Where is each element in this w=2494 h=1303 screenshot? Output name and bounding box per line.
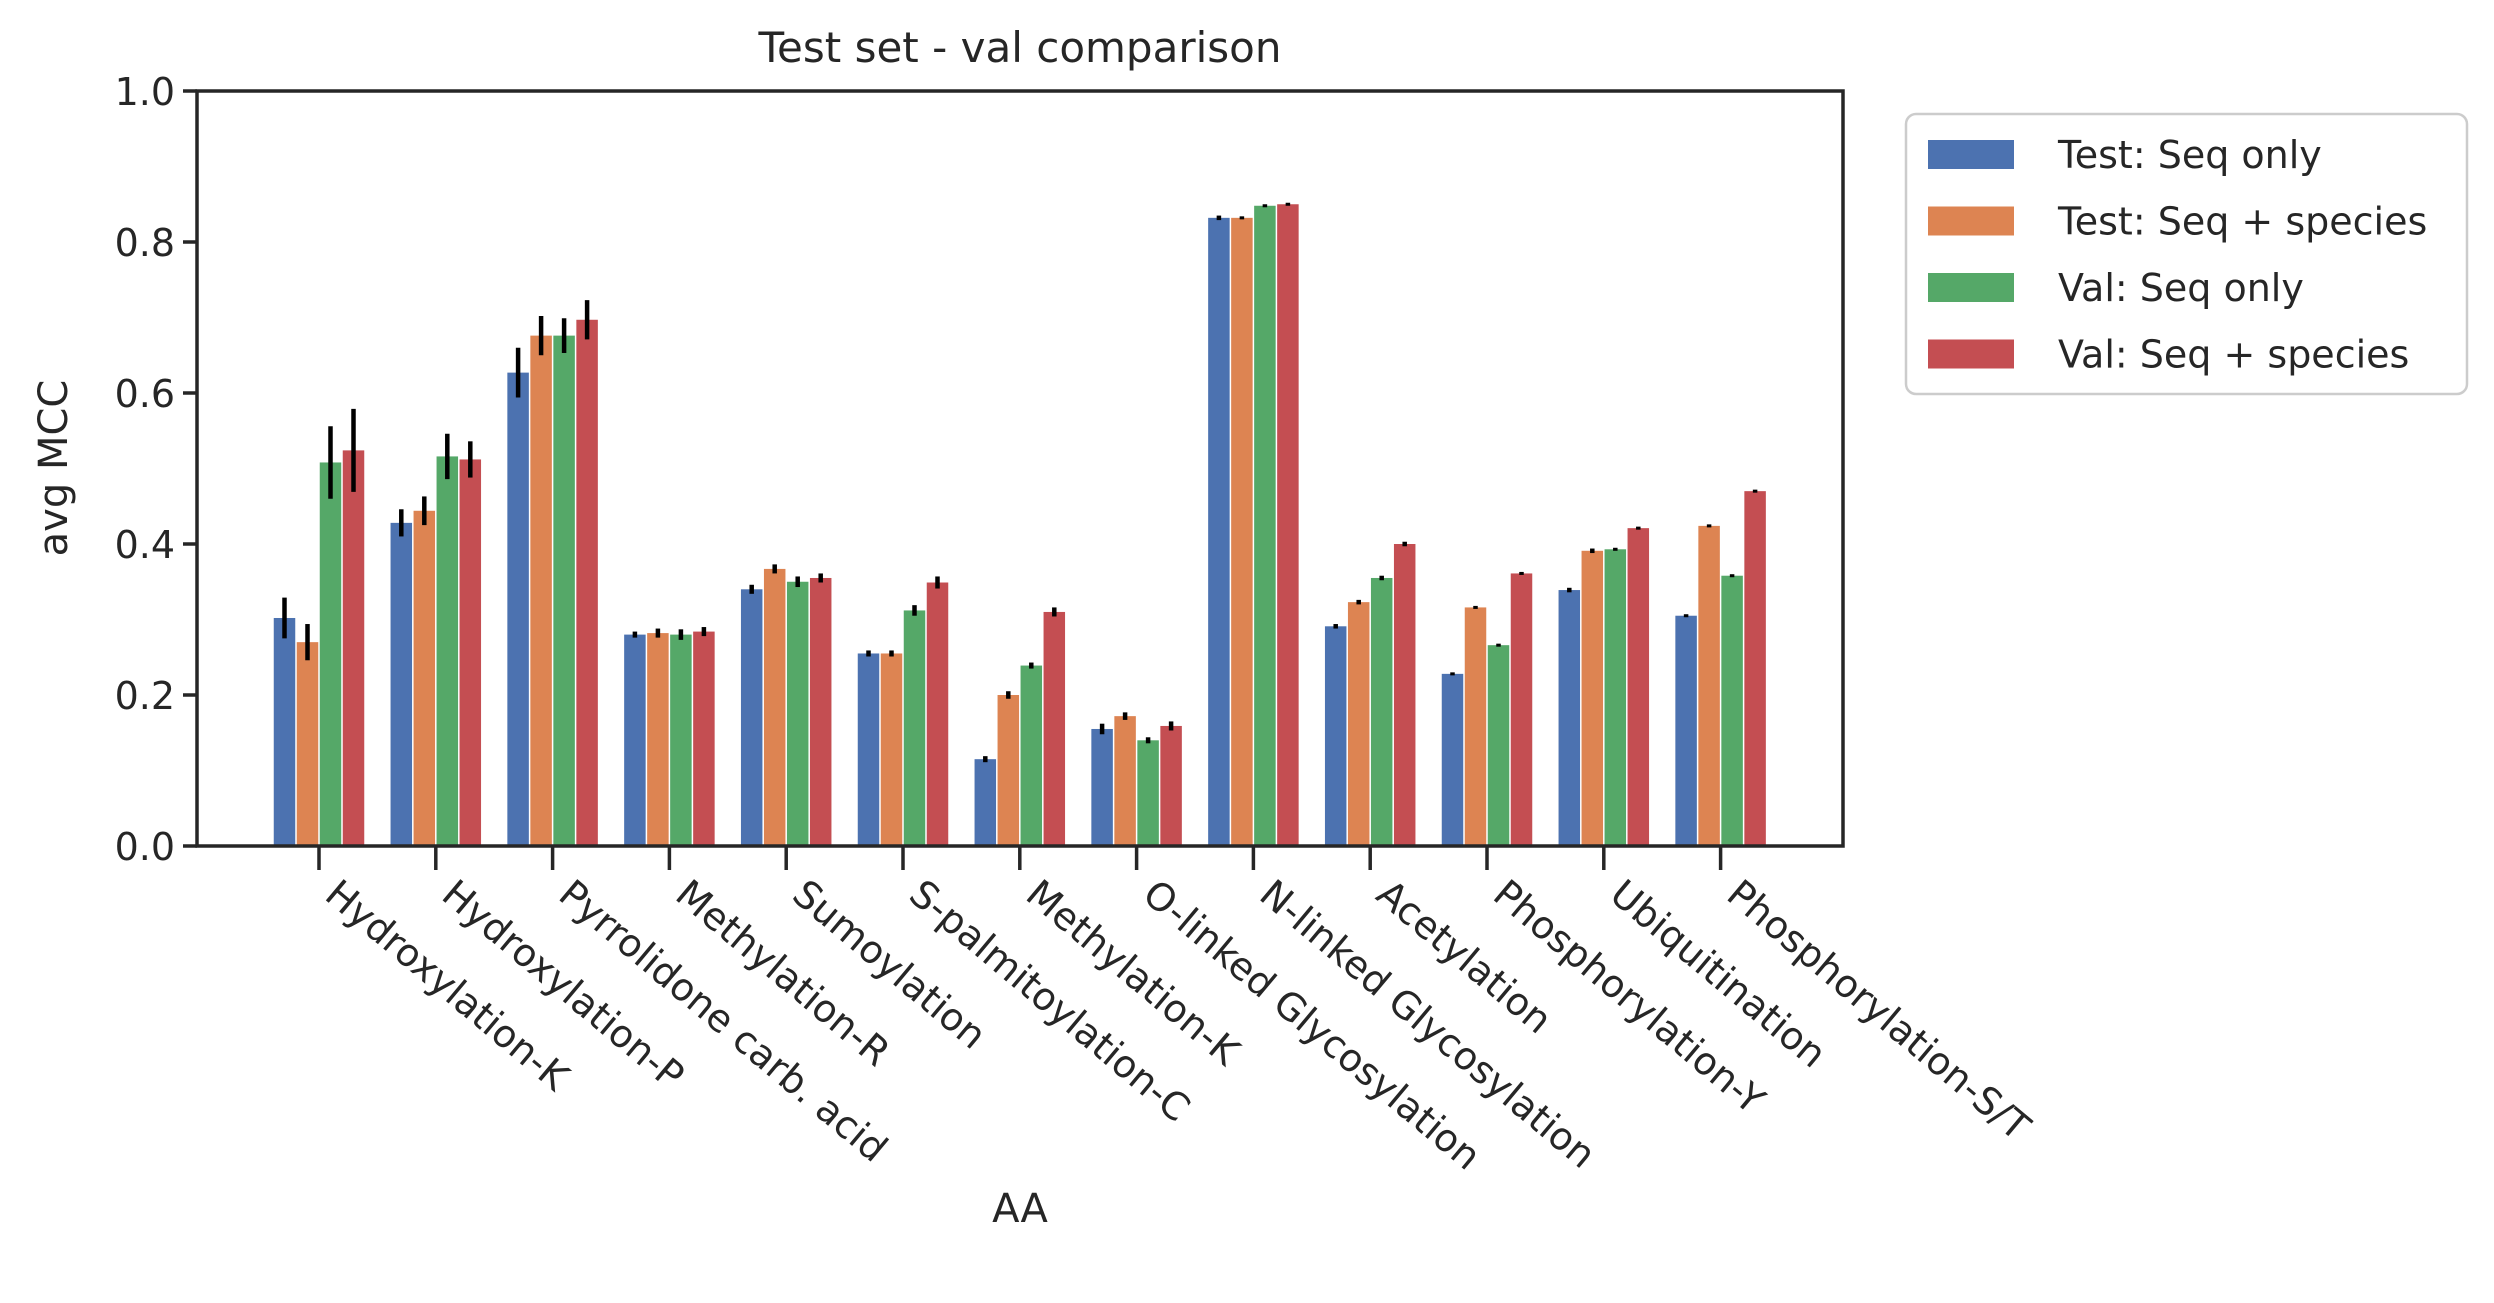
bar [1464, 607, 1487, 846]
bar [1231, 217, 1253, 847]
bar [413, 510, 436, 846]
legend: Test: Seq only Test: Seq + species Val: Se… [1904, 112, 2469, 396]
bar [342, 450, 365, 846]
bar [1393, 544, 1416, 846]
bar [1277, 204, 1299, 846]
y-tick-label: 1.0 [115, 70, 175, 114]
bar [1043, 611, 1066, 846]
legend-label: Test: Seq only [2057, 133, 2322, 177]
y-tick-label: 0.6 [115, 372, 175, 416]
errorbars-group [282, 202, 1758, 763]
bar [390, 522, 413, 846]
bar [1020, 665, 1043, 846]
bar [507, 372, 529, 846]
bar [1487, 645, 1510, 846]
legend-label: Val: Seq + species [2058, 333, 2409, 377]
bar [1114, 716, 1136, 846]
bar [857, 653, 880, 846]
bar [1160, 725, 1182, 846]
y-tick-label: 0.0 [115, 825, 175, 869]
bar [740, 589, 763, 846]
bar [786, 581, 809, 846]
bar [1604, 549, 1627, 846]
bar [459, 459, 482, 846]
bar [1721, 575, 1743, 846]
bar [436, 456, 459, 846]
bar [1208, 217, 1230, 847]
legend-label: Val: Seq only [2058, 266, 2304, 310]
bar [670, 634, 692, 846]
bar [974, 759, 997, 846]
bar [1675, 615, 1697, 846]
bar [319, 462, 342, 846]
bar [576, 319, 598, 846]
bar [1254, 205, 1276, 846]
y-tick-label: 0.8 [115, 221, 175, 265]
legend-swatch [1928, 273, 2014, 302]
bar [296, 642, 319, 846]
legend-label: Test: Seq + species [2057, 200, 2427, 244]
legend-frame [1904, 112, 2469, 396]
bar [273, 617, 296, 846]
bar [624, 634, 646, 846]
bar [1698, 525, 1720, 846]
y-axis-label: avg MCC [31, 380, 77, 557]
chart-title: Test set - val comparison [758, 23, 1282, 72]
bar [1744, 491, 1766, 846]
bar [693, 631, 715, 846]
bar [809, 577, 832, 846]
bar [530, 335, 552, 846]
bar [1091, 728, 1113, 846]
bar [1558, 590, 1581, 846]
bar [1627, 528, 1650, 846]
bar [553, 335, 575, 846]
bar [1347, 602, 1370, 846]
bar [647, 633, 669, 846]
bars-group [273, 204, 1766, 847]
legend-swatch [1928, 206, 2014, 236]
bar [1510, 573, 1533, 846]
bar [903, 610, 926, 846]
y-axis: 0.0 0.2 0.4 0.6 0.8 1.0 [115, 70, 197, 869]
bar [1441, 673, 1464, 846]
legend-swatch [1928, 339, 2014, 369]
bar [763, 568, 786, 846]
bar [1324, 626, 1347, 846]
bar [926, 582, 949, 846]
bar [997, 695, 1020, 846]
legend-swatch [1928, 140, 2014, 169]
y-tick-label: 0.4 [115, 523, 175, 567]
bar [880, 653, 903, 846]
x-axis-label: AA [992, 1186, 1048, 1232]
bar [1137, 740, 1159, 846]
bar [1370, 577, 1393, 846]
bar [1581, 550, 1604, 846]
x-axis: Hydroxylation-KHydroxylation-PPyrrolidon… [317, 846, 2039, 1179]
y-tick-label: 0.2 [115, 674, 175, 718]
